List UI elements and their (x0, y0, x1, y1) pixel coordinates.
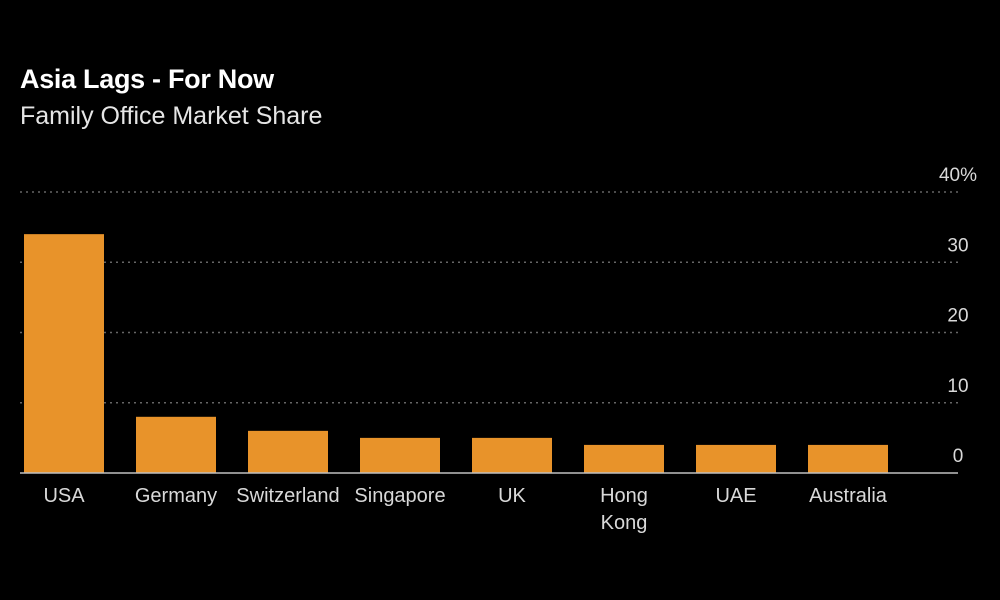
y-tick-label: 10 (947, 376, 968, 397)
bar (584, 444, 664, 473)
x-tick-label: Germany (135, 485, 217, 507)
y-tick-label: 20 (947, 306, 968, 327)
bar (472, 437, 552, 473)
bar (360, 437, 440, 473)
bar (696, 444, 776, 473)
x-tick-label: Switzerland (236, 485, 339, 507)
x-tick-label: USA (43, 485, 85, 507)
x-tick-label: Hong (600, 485, 648, 507)
x-tick-label: Australia (809, 485, 888, 507)
bar (248, 430, 328, 473)
y-tick-label: 0 (953, 446, 964, 467)
x-tick-label: Kong (601, 512, 648, 534)
bar (24, 234, 104, 473)
y-tick-label: 40% (939, 165, 977, 186)
chart-subtitle: Family Office Market Share (20, 102, 323, 130)
bar (808, 444, 888, 473)
x-tick-label: UAE (715, 485, 756, 507)
chart-title: Asia Lags - For Now (20, 64, 274, 94)
y-tick-label: 30 (947, 235, 968, 256)
bar (136, 416, 216, 473)
x-tick-label: UK (498, 485, 526, 507)
x-tick-label: Singapore (354, 485, 445, 507)
